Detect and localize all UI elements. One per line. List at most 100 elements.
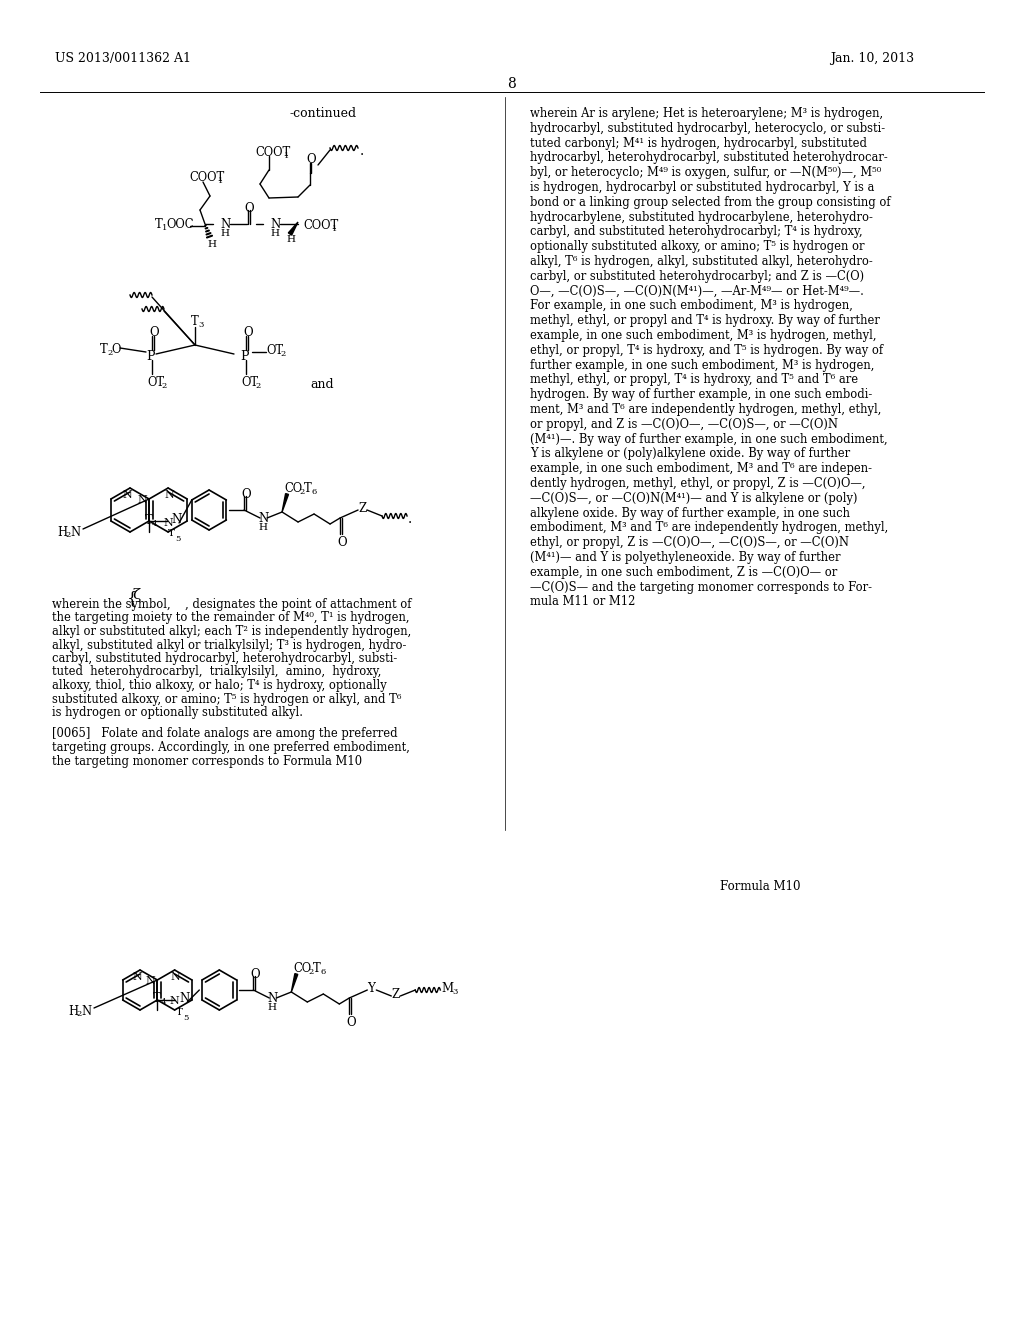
Text: 2: 2: [65, 531, 71, 539]
Text: alkyl, T⁶ is hydrogen, alkyl, substituted alkyl, heterohydro-: alkyl, T⁶ is hydrogen, alkyl, substitute…: [530, 255, 872, 268]
Text: O: O: [337, 536, 347, 549]
Text: tuted  heterohydrocarbyl,  trialkylsilyl,  amino,  hydroxy,: tuted heterohydrocarbyl, trialkylsilyl, …: [52, 665, 381, 678]
Text: T: T: [168, 529, 175, 539]
Text: COOT: COOT: [255, 147, 290, 158]
Text: T: T: [176, 1008, 183, 1016]
Text: the targeting moiety to the remainder of M⁴⁰, T¹ is hydrogen,: the targeting moiety to the remainder of…: [52, 611, 410, 624]
Text: OT: OT: [266, 345, 283, 356]
Text: H: H: [267, 1003, 276, 1012]
Polygon shape: [289, 222, 298, 235]
Text: 2: 2: [308, 968, 313, 975]
Text: 1: 1: [218, 177, 223, 185]
Text: .: .: [360, 144, 365, 158]
Text: COOT: COOT: [303, 219, 338, 232]
Text: N: N: [179, 993, 189, 1005]
Text: 1: 1: [332, 224, 337, 234]
Text: T: T: [313, 962, 322, 975]
Text: and: and: [310, 378, 334, 391]
Text: M: M: [441, 982, 454, 995]
Text: H: H: [57, 525, 68, 539]
Text: Z: Z: [391, 987, 399, 1001]
Text: Formula M10: Formula M10: [720, 880, 801, 894]
Text: N: N: [171, 972, 180, 982]
Text: tuted carbonyl; M⁴¹ is hydrogen, hydrocarbyl, substituted: tuted carbonyl; M⁴¹ is hydrogen, hydroca…: [530, 136, 867, 149]
Text: H: H: [258, 523, 267, 532]
Text: —C(O)S—, or —C(O)N(M⁴¹)— and Y is alkylene or (poly): —C(O)S—, or —C(O)N(M⁴¹)— and Y is alkyle…: [530, 492, 857, 504]
Text: hydrocarbyl, substituted hydrocarbyl, heterocyclo, or substi-: hydrocarbyl, substituted hydrocarbyl, he…: [530, 121, 885, 135]
Text: ethyl, or propyl, T⁴ is hydroxy, and T⁵ is hydrogen. By way of: ethyl, or propyl, T⁴ is hydroxy, and T⁵ …: [530, 343, 883, 356]
Text: targeting groups. Accordingly, in one preferred embodiment,: targeting groups. Accordingly, in one pr…: [52, 741, 410, 754]
Text: N: N: [164, 490, 174, 500]
Text: hydrogen. By way of further example, in one such embodi-: hydrogen. By way of further example, in …: [530, 388, 872, 401]
Text: alkylene oxide. By way of further example, in one such: alkylene oxide. By way of further exampl…: [530, 507, 850, 520]
Text: carbyl, and substituted heterohydrocarbyl; T⁴ is hydroxy,: carbyl, and substituted heterohydrocarby…: [530, 226, 862, 239]
Text: OOC: OOC: [166, 218, 194, 231]
Text: O: O: [150, 326, 159, 339]
Text: byl, or heterocyclo; M⁴⁹ is oxygen, sulfur, or —N(M⁵⁰)—, M⁵⁰: byl, or heterocyclo; M⁴⁹ is oxygen, sulf…: [530, 166, 882, 180]
Text: H: H: [270, 228, 279, 238]
Text: mula M11 or M12: mula M11 or M12: [530, 595, 635, 609]
Text: the targeting monomer corresponds to Formula M10: the targeting monomer corresponds to For…: [52, 755, 362, 767]
Text: O: O: [346, 1016, 356, 1030]
Text: N: N: [122, 490, 132, 500]
Text: T: T: [145, 513, 153, 527]
Text: alkoxy, thiol, thio alkoxy, or halo; T⁴ is hydroxy, optionally: alkoxy, thiol, thio alkoxy, or halo; T⁴ …: [52, 678, 387, 692]
Text: {: {: [127, 590, 137, 607]
Text: O: O: [244, 202, 254, 215]
Text: N: N: [258, 512, 268, 525]
Text: ethyl, or propyl, Z is —C(O)O—, —C(O)S—, or —C(O)N: ethyl, or propyl, Z is —C(O)O—, —C(O)S—,…: [530, 536, 849, 549]
Text: or propyl, and Z is —C(O)O—, —C(O)S—, or —C(O)N: or propyl, and Z is —C(O)O—, —C(O)S—, or…: [530, 418, 838, 430]
Text: P: P: [146, 350, 155, 363]
Text: ment, M³ and T⁶ are independently hydrogen, methyl, ethyl,: ment, M³ and T⁶ are independently hydrog…: [530, 403, 882, 416]
Text: [0065]   Folate and folate analogs are among the preferred: [0065] Folate and folate analogs are amo…: [52, 727, 397, 741]
Text: dently hydrogen, methyl, ethyl, or propyl, Z is —C(O)O—,: dently hydrogen, methyl, ethyl, or propy…: [530, 477, 865, 490]
Text: 1: 1: [162, 224, 167, 232]
Text: T: T: [154, 993, 161, 1005]
Text: OT: OT: [147, 376, 164, 389]
Text: O: O: [243, 326, 253, 339]
Text: 3: 3: [453, 987, 458, 997]
Text: N: N: [137, 495, 146, 506]
Text: wherein the symbol,    , designates the point of attachment of: wherein the symbol, , designates the poi…: [52, 598, 412, 611]
Text: N: N: [171, 513, 181, 525]
Text: ζ: ζ: [132, 587, 140, 602]
Text: 5: 5: [175, 535, 180, 543]
Text: N: N: [267, 993, 278, 1005]
Text: carbyl, substituted hydrocarbyl, heterohydrocarbyl, substi-: carbyl, substituted hydrocarbyl, heteroh…: [52, 652, 397, 665]
Text: example, in one such embodiment, M³ is hydrogen, methyl,: example, in one such embodiment, M³ is h…: [530, 329, 877, 342]
Text: 6: 6: [311, 488, 316, 496]
Text: hydrocarbylene, substituted hydrocarbylene, heterohydro-: hydrocarbylene, substituted hydrocarbyle…: [530, 211, 872, 223]
Text: CO: CO: [293, 962, 311, 975]
Text: US 2013/0011362 A1: US 2013/0011362 A1: [55, 51, 191, 65]
Polygon shape: [291, 974, 298, 993]
Text: T: T: [191, 315, 199, 327]
Text: is hydrogen, hydrocarbyl or substituted hydrocarbyl, Y is a: is hydrogen, hydrocarbyl or substituted …: [530, 181, 874, 194]
Text: Y: Y: [368, 982, 375, 995]
Text: embodiment, M³ and T⁶ are independently hydrogen, methyl,: embodiment, M³ and T⁶ are independently …: [530, 521, 888, 535]
Text: 3: 3: [198, 321, 204, 329]
Text: —C(O)S— and the targeting monomer corresponds to For-: —C(O)S— and the targeting monomer corres…: [530, 581, 872, 594]
Text: T: T: [155, 218, 163, 231]
Text: substituted alkoxy, or amino; T⁵ is hydrogen or alkyl, and T⁶: substituted alkoxy, or amino; T⁵ is hydr…: [52, 693, 401, 705]
Text: alkyl or substituted alkyl; each T² is independently hydrogen,: alkyl or substituted alkyl; each T² is i…: [52, 624, 412, 638]
Text: 2: 2: [280, 350, 286, 358]
Text: further example, in one such embodiment, M³ is hydrogen,: further example, in one such embodiment,…: [530, 359, 874, 372]
Text: bond or a linking group selected from the group consisting of: bond or a linking group selected from th…: [530, 195, 891, 209]
Text: H: H: [68, 1005, 78, 1018]
Text: wherein Ar is arylene; Het is heteroarylene; M³ is hydrogen,: wherein Ar is arylene; Het is heteroaryl…: [530, 107, 883, 120]
Text: COOT: COOT: [189, 172, 224, 183]
Text: example, in one such embodiment, M³ and T⁶ are indepen-: example, in one such embodiment, M³ and …: [530, 462, 872, 475]
Text: optionally substituted alkoxy, or amino; T⁵ is hydrogen or: optionally substituted alkoxy, or amino;…: [530, 240, 864, 253]
Text: N: N: [170, 997, 179, 1006]
Text: .: .: [408, 512, 413, 525]
Text: -continued: -continued: [290, 107, 357, 120]
Text: 5: 5: [183, 1014, 188, 1022]
Text: N: N: [270, 218, 281, 231]
Text: N: N: [163, 517, 173, 528]
Text: 2: 2: [106, 348, 113, 356]
Text: methyl, ethyl, or propyl and T⁴ is hydroxy. By way of further: methyl, ethyl, or propyl and T⁴ is hydro…: [530, 314, 880, 327]
Text: carbyl, or substituted heterohydrocarbyl; and Z is —C(O): carbyl, or substituted heterohydrocarbyl…: [530, 269, 864, 282]
Text: OT: OT: [241, 376, 258, 389]
Text: hydrocarbyl, heterohydrocarbyl, substituted heterohydrocar-: hydrocarbyl, heterohydrocarbyl, substitu…: [530, 152, 888, 165]
Text: O: O: [250, 968, 260, 981]
